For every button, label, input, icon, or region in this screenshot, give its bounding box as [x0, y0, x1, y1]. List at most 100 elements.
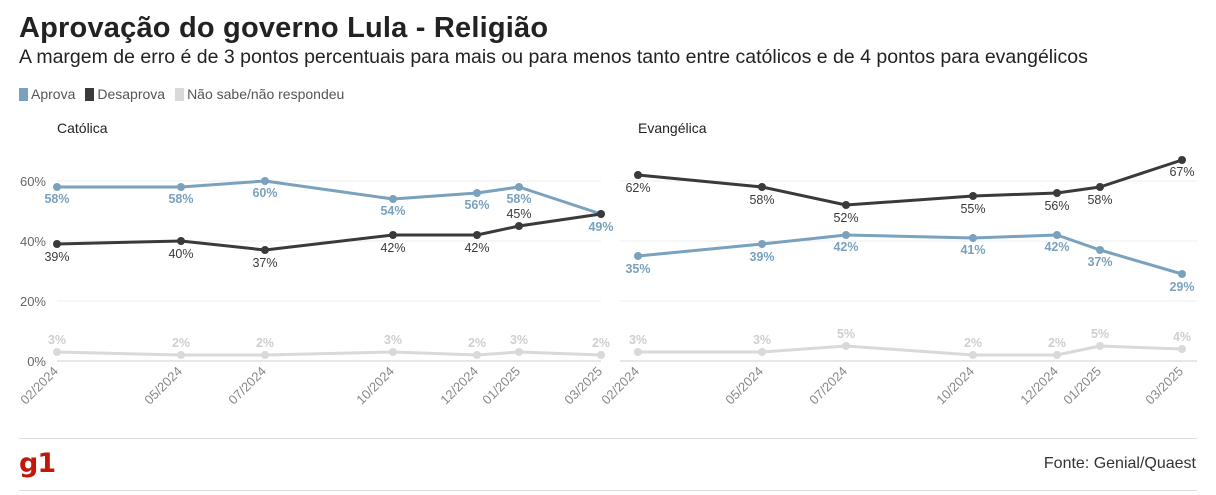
panel-title-evangelica: Evangélica	[638, 120, 707, 136]
data-label-evangelica-2-4: 2%	[1048, 336, 1066, 350]
line-charts: 0% 20% 40% 60% 02/2024 05/2024 07/2024 10/2024 1…	[17, 156, 1197, 408]
x-tick-label-evangelica-6: 03/2025	[1142, 364, 1186, 408]
x-tick-label-catolica-2: 07/2024	[225, 364, 269, 408]
data-point-evangelica-0-0	[634, 252, 642, 260]
data-point-evangelica-2-6	[1178, 345, 1186, 353]
legend-item-desaprova[interactable]: Desaprova	[85, 86, 165, 102]
data-label-evangelica-2-3: 2%	[964, 336, 982, 350]
data-label-evangelica-1-5: 58%	[1087, 193, 1112, 207]
data-point-catolica-1-2	[261, 246, 269, 254]
data-label-catolica-2-4: 2%	[468, 336, 486, 350]
data-point-evangelica-0-1	[758, 240, 766, 248]
data-label-catolica-2-6: 2%	[592, 336, 610, 350]
data-label-evangelica-2-2: 5%	[837, 327, 855, 341]
chart-title: Aprovação do governo Lula - Religião	[19, 12, 549, 44]
data-point-evangelica-2-5	[1096, 342, 1104, 350]
data-point-catolica-2-4	[473, 351, 481, 359]
data-label-catolica-2-0: 3%	[48, 333, 66, 347]
x-tick-label-catolica-1: 05/2024	[141, 364, 185, 408]
y-tick-label-catolica-60: 60%	[20, 174, 46, 189]
data-point-catolica-0-1	[177, 183, 185, 191]
data-label-catolica-1-2: 37%	[252, 256, 277, 270]
data-label-catolica-2-3: 3%	[384, 333, 402, 347]
data-point-evangelica-1-5	[1096, 183, 1104, 191]
source-note: Fonte: Genial/Quaest	[1043, 455, 1196, 472]
x-tick-label-evangelica-1: 05/2024	[722, 364, 766, 408]
data-label-evangelica-1-6: 67%	[1169, 165, 1194, 179]
legend-swatch-nao-sabe	[175, 87, 185, 101]
data-point-evangelica-2-2	[842, 342, 850, 350]
data-point-catolica-2-2	[261, 351, 269, 359]
data-label-evangelica-0-2: 42%	[833, 240, 858, 254]
data-point-catolica-1-4	[473, 231, 481, 239]
data-point-catolica-1-6	[597, 210, 605, 218]
data-point-catolica-0-5	[515, 183, 523, 191]
data-label-evangelica-0-4: 42%	[1044, 240, 1069, 254]
data-label-catolica-2-1: 2%	[172, 336, 190, 350]
legend-swatch-aprova	[19, 87, 28, 101]
data-label-catolica-1-0: 39%	[44, 250, 69, 264]
data-point-catolica-0-3	[389, 195, 397, 203]
data-label-evangelica-0-0: 35%	[625, 262, 650, 276]
x-tick-label-evangelica-5: 01/2025	[1060, 364, 1104, 408]
data-label-catolica-2-2: 2%	[256, 336, 274, 350]
data-point-catolica-1-1	[177, 237, 185, 245]
data-label-evangelica-1-3: 55%	[960, 202, 985, 216]
legend-label-desaprova: Desaprova	[97, 86, 166, 102]
data-label-evangelica-2-1: 3%	[753, 333, 771, 347]
legend-item-aprova[interactable]: Aprova	[19, 86, 75, 102]
data-label-catolica-1-1: 40%	[168, 247, 193, 261]
data-point-evangelica-0-6	[1178, 270, 1186, 278]
data-point-evangelica-0-4	[1053, 231, 1061, 239]
data-label-catolica-0-1: 58%	[168, 192, 193, 206]
data-point-evangelica-0-2	[842, 231, 850, 239]
data-point-catolica-1-0	[53, 240, 61, 248]
data-label-evangelica-2-5: 5%	[1091, 327, 1109, 341]
data-label-catolica-0-3: 54%	[380, 204, 405, 218]
data-label-catolica-2-5: 3%	[510, 333, 528, 347]
data-label-evangelica-1-0: 62%	[625, 181, 650, 195]
x-tick-label-evangelica-4: 12/2024	[1017, 364, 1061, 408]
data-point-evangelica-1-0	[634, 171, 642, 179]
x-tick-label-catolica-5: 01/2025	[479, 364, 523, 408]
data-label-evangelica-1-4: 56%	[1044, 199, 1069, 213]
chart-subtitle: A margem de erro é de 3 pontos percentua…	[19, 46, 1088, 68]
data-label-catolica-0-0: 58%	[44, 192, 69, 206]
legend-item-nao-sabe[interactable]: Não sabe/não respondeu	[175, 86, 344, 102]
y-tick-label-catolica-0: 0%	[27, 354, 46, 369]
data-point-evangelica-0-3	[969, 234, 977, 242]
data-label-evangelica-1-2: 52%	[833, 211, 858, 225]
x-tick-label-evangelica-2: 07/2024	[806, 364, 850, 408]
data-label-evangelica-2-6: 4%	[1173, 330, 1191, 344]
data-point-catolica-0-4	[473, 189, 481, 197]
x-tick-label-catolica-4: 12/2024	[437, 364, 481, 408]
legend: Aprova Desaprova Não sabe/não respondeu	[19, 86, 344, 102]
x-tick-label-evangelica-3: 10/2024	[933, 364, 977, 408]
data-point-evangelica-2-3	[969, 351, 977, 359]
data-point-evangelica-1-6	[1178, 156, 1186, 164]
data-point-evangelica-2-4	[1053, 351, 1061, 359]
data-point-evangelica-1-3	[969, 192, 977, 200]
data-point-evangelica-1-1	[758, 183, 766, 191]
data-label-catolica-0-2: 60%	[252, 186, 277, 200]
data-point-catolica-2-0	[53, 348, 61, 356]
data-point-catolica-2-6	[597, 351, 605, 359]
x-tick-label-evangelica-0: 02/2024	[598, 364, 642, 408]
data-point-evangelica-1-4	[1053, 189, 1061, 197]
y-tick-label-catolica-40: 40%	[20, 234, 46, 249]
g1-logo: g1	[19, 448, 56, 479]
data-label-evangelica-0-1: 39%	[749, 250, 774, 264]
panel-title-catolica: Católica	[57, 120, 108, 136]
x-tick-label-catolica-0: 02/2024	[17, 364, 61, 408]
data-label-catolica-0-4: 56%	[464, 198, 489, 212]
legend-label-aprova: Aprova	[31, 86, 76, 102]
data-point-evangelica-0-5	[1096, 246, 1104, 254]
data-point-catolica-0-2	[261, 177, 269, 185]
data-point-catolica-1-5	[515, 222, 523, 230]
data-label-catolica-0-5: 58%	[506, 192, 531, 206]
data-point-catolica-0-0	[53, 183, 61, 191]
data-point-catolica-1-3	[389, 231, 397, 239]
data-point-evangelica-2-0	[634, 348, 642, 356]
data-label-evangelica-0-6: 29%	[1169, 280, 1194, 294]
data-label-catolica-1-3: 42%	[380, 241, 405, 255]
